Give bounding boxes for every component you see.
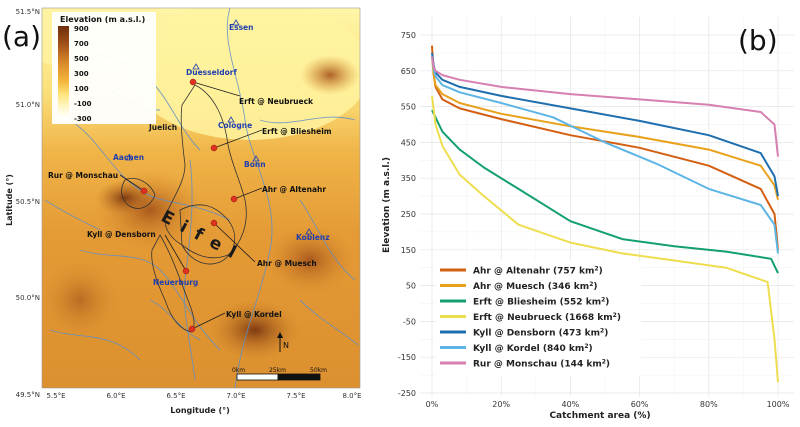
legend-box	[436, 261, 641, 376]
legend-tick: 100	[74, 85, 89, 93]
elevation-raster: E i f e l Essen Duesseldorf Cologne Juel…	[42, 8, 360, 388]
lon-tick: 7.0°E	[226, 392, 245, 400]
scale-label-0: 0km	[232, 367, 245, 374]
lat-tick: 49.5°N	[16, 391, 40, 399]
series-line-3	[431, 95, 779, 383]
scale-label-50: 50km	[310, 367, 327, 374]
series-lines	[431, 45, 779, 383]
series-line-5	[431, 56, 779, 254]
legend-label: Rur @ Monschau (144 km2)	[473, 358, 610, 370]
gauge-erft-bliesheim: Erft @ Bliesheim	[262, 127, 332, 136]
x-tick-label: 60%	[631, 400, 649, 409]
y-tick-label: 150	[401, 246, 416, 255]
lat-tick: 50.5°N	[16, 198, 40, 206]
x-tick-label: 20%	[492, 400, 510, 409]
city-neuerburg: Neuerburg	[153, 278, 198, 287]
lon-tick: 5.5°E	[46, 392, 65, 400]
series-line-6	[431, 56, 779, 157]
gauge-leaders	[119, 81, 263, 330]
city-cologne: Cologne	[218, 121, 252, 130]
map-panel: E i f e l Essen Duesseldorf Cologne Juel…	[2, 7, 362, 415]
north-label: N	[283, 341, 289, 350]
city-markers	[125, 19, 313, 235]
city-bonn: Bonn	[244, 160, 266, 169]
chart-legend: Ahr @ Altenahr (757 km2) Ahr @ Muesch (34…	[436, 261, 641, 376]
map-x-label: Longitude (°)	[170, 406, 230, 415]
y-tick-label: 250	[401, 210, 416, 219]
gauge-kyll-kordel: Kyll @ Kordel	[226, 310, 282, 319]
lon-tick: 8.0°E	[342, 392, 361, 400]
panel-label-b: (b)	[738, 24, 778, 57]
y-tick-label: -150	[398, 353, 416, 362]
city-duesseldorf: Duesseldorf	[186, 68, 237, 77]
gauge-erft-neubrueck: Erft @ Neubrueck	[239, 97, 314, 106]
gauge-rur-monschau: Rur @ Monschau	[48, 171, 118, 180]
city-koblenz: Koblenz	[296, 233, 330, 242]
city-labels: Essen Duesseldorf Cologne Juelich Aachen…	[113, 23, 330, 287]
city-juelich: Juelich	[148, 123, 177, 132]
gauge-kyll-densborn: Kyll @ Densborn	[87, 230, 156, 239]
panel-label-a: (a)	[2, 20, 41, 53]
y-tick-label: 50	[406, 282, 416, 291]
legend-title: Elevation (m a.s.l.)	[60, 15, 145, 24]
chart-panel: 750 650 550 450 350 250 150 50 -50 -150 -250 0% 20%…	[382, 12, 796, 421]
gauge-points	[140, 78, 238, 333]
gauge-ahr-altenahr: Ahr @ Altenahr	[262, 185, 326, 194]
north-arrow: N	[277, 332, 289, 352]
chart-y-label: Elevation (m a.s.l.)	[382, 157, 392, 253]
x-tick-label: 40%	[562, 400, 580, 409]
y-ticks: 750 650 550 450 350 250 150 50 -50 -150 -250	[398, 31, 416, 398]
legend-tick: -100	[74, 100, 92, 108]
series-line-2	[431, 109, 779, 274]
legend-label: Ahr @ Muesch (346 km2)	[473, 281, 598, 293]
legend-label: Kyll @ Densborn (473 km2)	[473, 327, 608, 339]
scale-label-25: 25km	[269, 367, 286, 374]
y-tick-label: 350	[401, 174, 416, 183]
elevation-legend: Elevation (m a.s.l.) 900 700 500 300 100…	[52, 12, 156, 124]
series-line-1	[431, 56, 779, 200]
lon-tick: 6.5°E	[166, 392, 185, 400]
x-tick-label: 80%	[700, 400, 718, 409]
lon-tick: 6.0°E	[106, 392, 125, 400]
legend-tick: 500	[74, 55, 89, 63]
legend-label: Erft @ Bliesheim (552 km2)	[473, 296, 609, 308]
scale-bar: 0km 25km 50km	[232, 367, 327, 381]
legend-tick: -300	[74, 115, 92, 123]
map-frame	[41, 7, 361, 389]
city-essen: Essen	[229, 23, 253, 32]
y-tick-label: -50	[403, 317, 416, 326]
y-tick-label: 550	[401, 103, 416, 112]
map-y-ticks: 51.5°N 51.0°N 50.5°N 50.0°N 49.5°N	[16, 8, 40, 399]
legend-label: Kyll @ Kordel (840 km2)	[473, 343, 593, 355]
legend-tick: 300	[74, 70, 89, 78]
x-tick-label: 0%	[426, 400, 439, 409]
lat-tick: 50.0°N	[16, 294, 40, 302]
legend-label: Erft @ Neubrueck (1668 km2)	[473, 312, 621, 324]
map-x-ticks: 5.5°E 6.0°E 6.5°E 7.0°E 7.5°E 8.0°E	[46, 392, 361, 400]
legend-label: Ahr @ Altenahr (757 km2)	[473, 265, 603, 277]
gauge-labels: Erft @ Neubrueck Erft @ Bliesheim Rur @ …	[48, 97, 332, 319]
lat-tick: 51.5°N	[16, 8, 40, 16]
y-tick-label: 650	[401, 67, 416, 76]
chart-x-label: Catchment area (%)	[549, 411, 650, 421]
lon-tick: 7.5°E	[286, 392, 305, 400]
x-ticks: 0% 20% 40% 60% 80% 100%	[426, 400, 790, 409]
y-tick-label: 450	[401, 138, 416, 147]
lat-tick: 51.0°N	[16, 101, 40, 109]
y-tick-label: -250	[398, 389, 416, 398]
city-aachen: Aachen	[113, 153, 144, 162]
colorbar	[58, 26, 69, 118]
legend-tick: 700	[74, 40, 89, 48]
x-tick-label: 100%	[767, 400, 790, 409]
gauge-ahr-muesch: Ahr @ Muesch	[257, 259, 317, 268]
y-tick-label: 750	[401, 31, 416, 40]
map-y-label: Latitude (°)	[5, 174, 14, 226]
legend-tick: 900	[74, 25, 89, 33]
